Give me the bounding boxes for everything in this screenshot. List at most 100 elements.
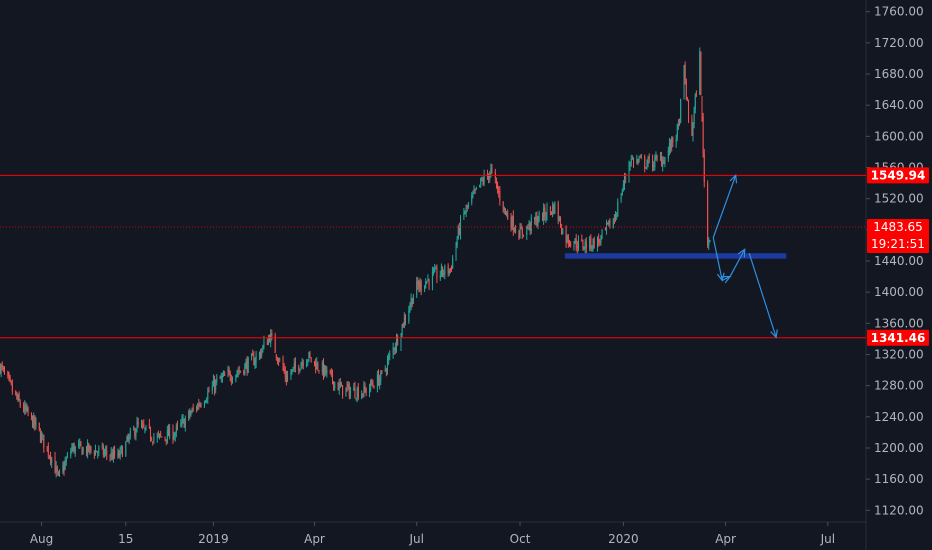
current-price-label: 1483.65 <box>873 220 923 234</box>
candle-body <box>612 219 614 229</box>
candle-body <box>464 213 466 215</box>
candle-body <box>372 384 374 386</box>
candle-body <box>306 361 308 368</box>
candle-body <box>659 157 661 159</box>
candle-body <box>620 196 622 201</box>
candle-body <box>38 422 40 431</box>
candle-body <box>542 212 544 221</box>
candle-body <box>598 238 600 243</box>
projection-arrow-head <box>737 248 746 258</box>
candle-body <box>456 238 458 246</box>
candle-body <box>684 65 686 81</box>
candle-body <box>118 453 120 457</box>
x-tick-label: Jul <box>820 532 835 546</box>
candle-body <box>668 143 670 152</box>
candle-body <box>229 372 231 380</box>
candle-body <box>212 379 214 387</box>
candle-body <box>62 465 64 472</box>
candle-body <box>72 444 74 449</box>
candle-body <box>522 234 524 237</box>
candle-body <box>667 150 669 159</box>
candle-body <box>25 404 27 411</box>
candle-body <box>309 353 311 357</box>
candle-body <box>702 116 704 154</box>
candle-body <box>322 361 324 376</box>
candle-body <box>427 278 429 281</box>
candle-body <box>258 352 260 356</box>
candle-body <box>326 369 328 374</box>
candle-body <box>39 431 41 442</box>
candle-body <box>361 393 363 399</box>
candle-body <box>269 336 271 342</box>
candle-body <box>152 441 154 443</box>
x-tick-label: 2020 <box>608 532 639 546</box>
candle-body <box>376 374 378 388</box>
candle-body <box>545 217 547 219</box>
candle-body <box>79 442 81 446</box>
candle-body <box>549 207 551 211</box>
candle-body <box>73 443 75 453</box>
candle-body <box>157 434 159 436</box>
candle-body <box>347 384 349 387</box>
candle-body <box>550 211 552 213</box>
candle-body <box>307 360 309 362</box>
candle-body <box>8 375 10 379</box>
candle-body <box>134 428 136 437</box>
candle-body <box>98 447 100 452</box>
candle-body <box>519 227 521 239</box>
candle-body <box>411 298 413 305</box>
candle-body <box>63 466 65 471</box>
candle-body <box>653 165 655 167</box>
candle-body <box>166 429 168 443</box>
candle-body <box>9 376 11 381</box>
candle-body <box>604 228 606 230</box>
candle-body <box>639 156 641 158</box>
candle-body <box>160 433 162 436</box>
candle-body <box>529 222 531 230</box>
candle-body <box>373 386 375 389</box>
candle-body <box>266 341 268 346</box>
candle-body <box>511 216 513 229</box>
y-tick-label: 1120.00 <box>874 503 924 517</box>
candle-body <box>703 153 705 183</box>
candle-body <box>211 385 213 392</box>
candle-body <box>232 379 234 382</box>
candle-body <box>317 363 319 370</box>
candle-body <box>385 370 387 372</box>
candle-body <box>439 274 441 279</box>
candle-body <box>30 412 32 416</box>
candle-body <box>87 442 89 455</box>
candle-body <box>365 389 367 394</box>
candle-body <box>94 450 96 456</box>
candle-body <box>16 394 18 399</box>
candle-body <box>428 279 430 286</box>
candle-body <box>230 379 232 381</box>
candle-body <box>583 247 585 250</box>
candle-body <box>480 178 482 185</box>
candle-body <box>606 223 608 230</box>
candle-body <box>402 322 404 327</box>
candle-body <box>645 167 647 169</box>
y-tick-label: 1760.00 <box>874 5 924 19</box>
candle-body <box>628 165 630 179</box>
candle-body <box>364 387 366 390</box>
candle-body <box>490 168 492 176</box>
candle-body <box>592 238 594 248</box>
candle-body <box>474 189 476 191</box>
candle-body <box>630 158 632 164</box>
candle-body <box>318 370 320 372</box>
candle-body <box>78 444 80 446</box>
candle-body <box>128 435 130 441</box>
candle-body <box>325 366 327 374</box>
candle-body <box>291 369 293 373</box>
candle-body <box>50 455 52 462</box>
candle-body <box>584 241 586 249</box>
candle-body <box>640 156 642 158</box>
candle-body <box>237 372 239 374</box>
candle-body <box>65 458 67 463</box>
candle-body <box>443 273 445 275</box>
level-price-badge-label: 1341.46 <box>871 331 926 345</box>
support-zone <box>564 253 787 259</box>
candle-body <box>333 381 335 388</box>
